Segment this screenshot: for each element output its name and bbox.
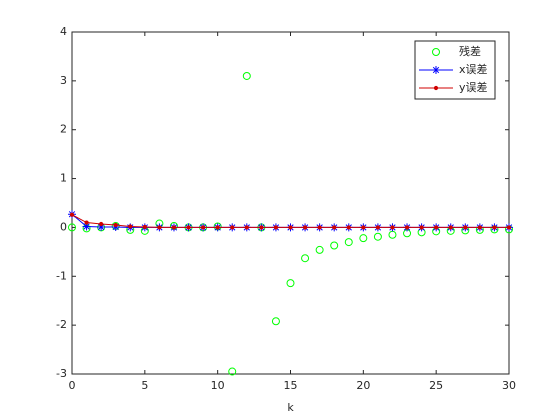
data-point [288,225,293,230]
data-point [128,224,133,229]
data-point [273,225,279,230]
data-point [113,222,118,228]
data-point [302,225,308,230]
x-axis-label: k [287,401,294,414]
data-point [99,221,104,227]
y-tick-label: 0 [60,220,67,233]
data-point [271,317,280,326]
data-point [390,225,395,230]
data-point [373,232,382,241]
legend-marker [432,48,440,56]
x-tick-label: 20 [356,379,370,392]
data-point [434,225,439,230]
data-point [332,225,337,230]
data-point [242,71,251,80]
data-point [315,245,324,254]
y-tick-label: 3 [60,74,67,87]
y-tick-label: 2 [60,123,67,136]
data-point [375,225,380,230]
x-tick-label: 10 [211,379,225,392]
data-point [448,225,453,230]
data-point [346,225,351,230]
data-point [344,238,353,247]
x-tick-label: 5 [141,379,148,392]
data-point [259,225,264,230]
data-point [228,367,237,376]
data-point [477,225,482,230]
y-tick-label: -1 [56,269,67,282]
data-point [244,225,249,230]
data-point [215,225,220,230]
data-point [82,222,91,231]
data-point [359,234,368,243]
data-point [404,225,410,230]
data-point [69,212,75,217]
data-point [157,225,162,230]
data-point [330,241,339,250]
y-tick-label: 1 [60,172,67,185]
data-point [492,225,497,230]
data-point [419,225,424,230]
data-point [201,225,206,230]
data-point [506,225,512,230]
x-tick-label: 25 [429,379,443,392]
data-point [361,225,366,230]
data-point [463,225,468,230]
legend-label: 残差 [459,44,481,58]
x-tick-label: 30 [502,379,516,392]
data-point [171,225,177,230]
data-point [286,279,295,288]
legend-label: x误差 [459,62,488,76]
data-point [186,225,191,230]
data-point [84,220,89,225]
data-point [68,223,76,232]
axes-box [71,31,510,375]
data-point [142,224,147,230]
legend-marker [433,85,439,91]
legend-marker [432,66,440,74]
x-tick-label: 15 [284,379,298,392]
x-tick-label: 0 [69,379,76,392]
y-tick-label: -3 [56,367,67,380]
y-tick-label: -2 [56,318,67,331]
data-point [317,225,322,230]
legend-label: y误差 [459,80,488,94]
y-tick-label: 4 [60,25,67,38]
data-point [301,254,310,263]
data-point [97,222,106,231]
data-point [230,225,235,230]
